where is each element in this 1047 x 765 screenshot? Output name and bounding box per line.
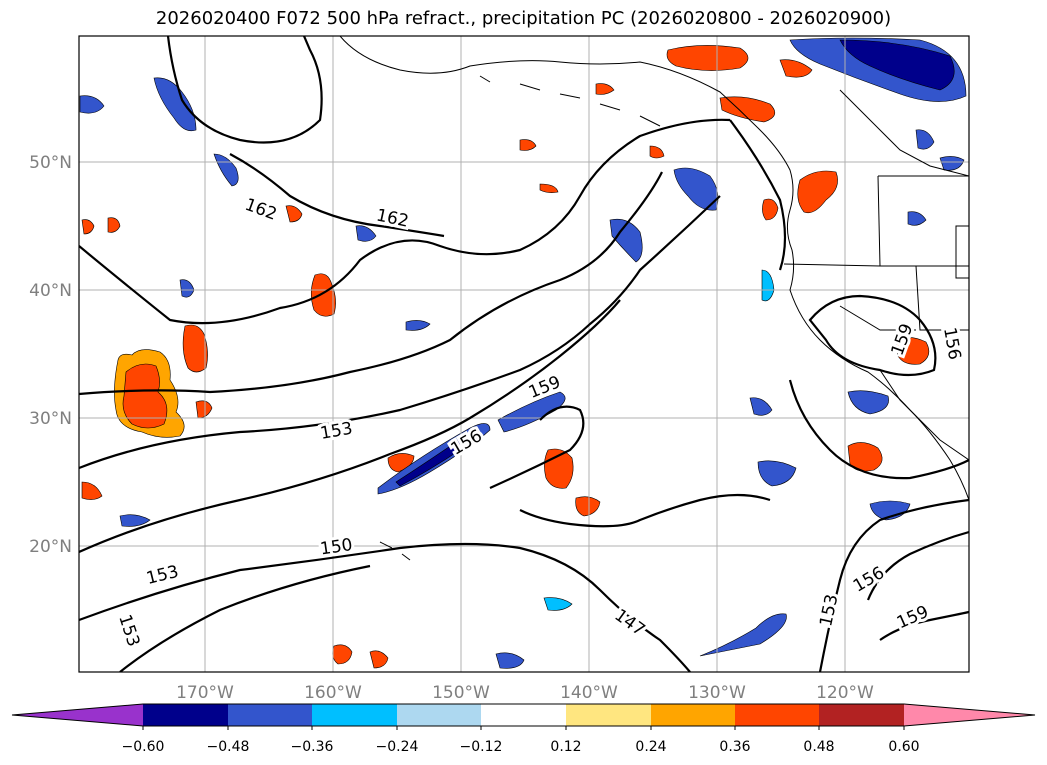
- precip-patch: [907, 211, 927, 226]
- precip-patch: [762, 198, 779, 221]
- lon-tick-labels: 170°W 160°W 150°W 140°W 130°W 120°W: [176, 683, 874, 703]
- precip-patch: [609, 218, 643, 263]
- precip-patch: [939, 156, 965, 171]
- precip-patch: [666, 45, 749, 71]
- precip-patch: [107, 217, 121, 233]
- precip-patch: [673, 167, 719, 211]
- colorbar-tick-label: 0.36: [719, 739, 750, 755]
- precip-shading: [79, 37, 967, 669]
- colorbar-segment: [735, 704, 819, 726]
- precip-patch: [81, 481, 103, 500]
- colorbar-extend-high: [904, 704, 1035, 726]
- precip-patch: [539, 183, 559, 193]
- colorbar-tick-label: 0.48: [803, 739, 834, 755]
- colorbar-tick-label: −0.60: [122, 739, 165, 755]
- lon-tick-label: 160°W: [304, 683, 362, 703]
- refractivity-contours: [79, 36, 969, 672]
- chart-title: 2026020400 F072 500 hPa refract., precip…: [155, 8, 892, 29]
- precip-patch: [405, 320, 431, 331]
- precip-patch: [719, 96, 776, 123]
- precip-patch: [81, 219, 95, 235]
- lon-tick-label: 130°W: [688, 683, 746, 703]
- precip-patch: [779, 59, 813, 78]
- precip-patch: [119, 514, 151, 527]
- precip-patch: [595, 83, 615, 95]
- precip-patch: [869, 500, 911, 521]
- precip-patch: [495, 652, 525, 669]
- precip-patch: [649, 145, 665, 159]
- lat-tick-label: 30°N: [29, 409, 72, 429]
- precip-patch: [519, 139, 537, 151]
- lat-tick-label: 50°N: [29, 153, 72, 173]
- colorbar-tick-label: −0.48: [207, 739, 250, 755]
- precip-patch: [122, 363, 168, 429]
- colorbar-segment: [819, 704, 904, 726]
- lon-tick-label: 140°W: [560, 683, 618, 703]
- colorbar-segment: [651, 704, 735, 726]
- colorbar-tick-label: 0.24: [635, 739, 666, 755]
- lat-tick-labels: 50°N 40°N 30°N 20°N: [29, 153, 72, 557]
- precip-patch: [839, 39, 955, 91]
- contour-label: 153: [816, 592, 842, 628]
- precip-patch: [182, 324, 208, 373]
- lat-tick-label: 20°N: [29, 537, 72, 557]
- precip-patch: [395, 437, 466, 487]
- lat-tick-label: 40°N: [29, 281, 72, 301]
- colorbar-segment: [228, 704, 312, 726]
- colorbar-segment: [312, 704, 397, 726]
- precip-patch: [369, 650, 389, 669]
- precip-patch: [699, 613, 787, 657]
- colorbar-tick-label: 0.12: [550, 739, 581, 755]
- precip-patch: [895, 337, 930, 365]
- precip-patch: [915, 129, 935, 150]
- colorbar-tick-label: −0.12: [460, 739, 503, 755]
- precip-patch: [757, 460, 797, 487]
- precip-patch: [79, 95, 105, 114]
- coastlines: [339, 36, 969, 561]
- precip-patch: [797, 170, 838, 214]
- lon-tick-label: 170°W: [176, 683, 234, 703]
- precip-patch: [543, 597, 573, 611]
- precip-patch: [285, 205, 303, 223]
- colorbar-tick-label: −0.24: [376, 739, 419, 755]
- colorbar-segment: [566, 704, 651, 726]
- map-frame: [78, 35, 970, 673]
- precip-patch: [497, 391, 566, 433]
- map-panel: 162 162 159 156 153 153 150 153 147 153 …: [79, 36, 969, 672]
- colorbar-tick-label: 0.60: [888, 739, 919, 755]
- colorbar-segment: [397, 704, 481, 726]
- precip-patch: [355, 225, 377, 242]
- lon-tick-label: 120°W: [816, 683, 874, 703]
- precip-patch: [847, 390, 889, 415]
- colorbar-tick-label: −0.36: [291, 739, 334, 755]
- precip-patch: [153, 77, 197, 132]
- colorbar-segment: [143, 704, 228, 726]
- precip-patch: [749, 397, 773, 416]
- colorbar: [11, 703, 1036, 730]
- colorbar-extend-low: [12, 704, 143, 726]
- colorbar-tick-labels: −0.60 −0.48 −0.36 −0.24 −0.12 0.12 0.24 …: [122, 739, 920, 755]
- colorbar-segment: [481, 704, 566, 726]
- lon-tick-label: 150°W: [432, 683, 490, 703]
